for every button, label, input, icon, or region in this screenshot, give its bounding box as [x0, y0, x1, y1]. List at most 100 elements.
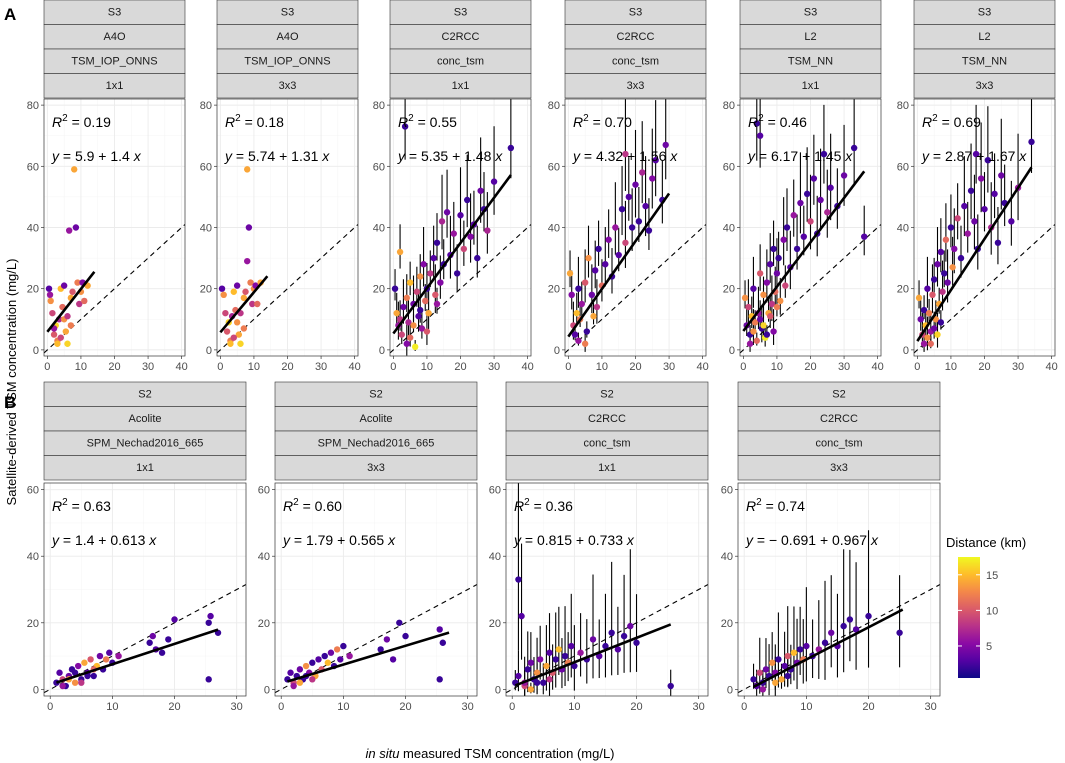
- r-squared-label: R2 = 0.19: [52, 113, 111, 130]
- data-point: [45, 285, 53, 292]
- data-point: [627, 622, 634, 630]
- x-tick-label: 10: [800, 701, 812, 713]
- data-point: [561, 652, 569, 660]
- facet-strip-label: S3: [281, 6, 294, 18]
- data-point: [635, 218, 643, 225]
- data-point: [924, 285, 931, 292]
- data-point: [84, 672, 91, 680]
- panels: S3 A4O TSM_IOP_ONNS 1x1 R2 = 0.19 y = 5.9 + 1…: [27, 0, 1058, 713]
- facet-panel: S3 A4O TSM_IOP_ONNS 1x1 R2 = 0.19 y = 5.9 + 1…: [27, 0, 188, 373]
- data-point: [593, 303, 601, 311]
- data-point: [423, 328, 431, 335]
- data-point: [783, 224, 791, 231]
- facet-strip: [505, 381, 709, 407]
- x-tick-label: 40: [522, 361, 534, 373]
- y-tick-label: 20: [27, 618, 39, 630]
- data-point: [780, 236, 787, 243]
- facet-strip-label: SPM_Nechad2016_665: [87, 437, 204, 449]
- x-tick-label: 10: [421, 361, 433, 373]
- x-tick-label: 0: [565, 361, 571, 373]
- x-tick-label: 20: [630, 701, 642, 713]
- facet-strip-label: SPM_Nechad2016_665: [318, 437, 435, 449]
- data-point: [615, 251, 622, 259]
- facet-strip-label: 3x3: [367, 462, 385, 474]
- data-point: [767, 313, 774, 320]
- facet-strip-label: A4O: [276, 31, 298, 43]
- x-tick-label: 30: [315, 361, 327, 373]
- data-point: [589, 636, 597, 643]
- facet-panel: S2 Acolite SPM_Nechad2016_665 3x3 R2 = 0.60 y…: [258, 381, 478, 713]
- x-tick-label: 10: [337, 701, 349, 713]
- facet-strip-label: TSM_NN: [962, 55, 1007, 67]
- x-tick-label: 20: [281, 361, 293, 373]
- data-point: [592, 267, 599, 274]
- data-point: [763, 279, 771, 286]
- facet-strip: [739, 24, 882, 50]
- equation-label: y = 2.87 + 1.67 x: [921, 148, 1027, 164]
- regression-line: [219, 275, 269, 334]
- equation-label: y = 1.4 + 0.613 x: [51, 532, 157, 548]
- regression-line: [742, 170, 866, 332]
- plot-content: [275, 483, 477, 696]
- data-point: [920, 340, 928, 347]
- data-point: [102, 656, 110, 663]
- data-point: [581, 279, 589, 286]
- data-point: [247, 279, 254, 286]
- r-squared-label: R2 = 0.60: [283, 497, 342, 514]
- equation-label: y = 5.74 + 1.31 x: [224, 148, 330, 164]
- data-point: [245, 224, 253, 231]
- data-point: [220, 291, 227, 299]
- y-tick-label: 60: [373, 161, 385, 173]
- data-point: [937, 319, 945, 326]
- y-tick-label: 80: [200, 100, 212, 112]
- data-point: [422, 297, 429, 305]
- data-point: [171, 616, 178, 623]
- data-point: [393, 309, 400, 317]
- y-tick-label: 80: [373, 100, 385, 112]
- data-point: [662, 141, 669, 149]
- x-tick-label: 20: [108, 361, 120, 373]
- x-tick-label: 20: [629, 361, 641, 373]
- y-tick-label: 20: [723, 284, 735, 296]
- facet-strip-label: 3x3: [976, 80, 994, 92]
- data-point: [244, 166, 251, 173]
- facet-strip-label: TSM_IOP_ONNS: [71, 55, 157, 67]
- x-tick-label: 0: [278, 701, 284, 713]
- facet-strip: [43, 455, 247, 481]
- data-point: [571, 662, 578, 670]
- data-point: [71, 679, 79, 686]
- data-point: [588, 291, 596, 299]
- x-tick-label: 30: [1012, 361, 1024, 373]
- x-tick-label: 30: [231, 701, 243, 713]
- data-point: [951, 245, 958, 253]
- facet-strip-label: L2: [804, 31, 816, 43]
- data-point: [790, 649, 798, 656]
- data-point: [546, 676, 553, 683]
- facet-strip: [564, 73, 707, 99]
- plot-content: [738, 483, 940, 696]
- data-point: [602, 261, 609, 268]
- one-to-one-line: [217, 224, 358, 354]
- data-point: [750, 328, 757, 335]
- data-point: [432, 291, 439, 299]
- data-point: [767, 261, 774, 268]
- data-point: [934, 331, 941, 338]
- y-tick-label: 0: [379, 345, 385, 357]
- y-tick-label: 40: [27, 223, 39, 235]
- x-tick-label: 10: [248, 361, 260, 373]
- data-point: [927, 340, 934, 347]
- data-point: [998, 172, 1005, 179]
- equation-label: y = − 0.691 + 0.967 x: [745, 532, 879, 548]
- facet-strip: [564, 0, 707, 25]
- facet-strip: [43, 406, 247, 432]
- x-tick-label: 0: [44, 361, 50, 373]
- facet-panel: S3 L2 TSM_NN 1x1 R2 = 0.46 y = 6.17 + 1.45 x 0…: [723, 0, 884, 373]
- data-point: [824, 209, 831, 216]
- data-point: [57, 334, 64, 341]
- plot-content: [390, 99, 531, 356]
- data-point: [396, 248, 404, 256]
- facet-strip-label: conc_tsm: [815, 437, 862, 449]
- plot-content: [44, 99, 185, 356]
- data-point: [396, 619, 403, 626]
- x-tick-label: 0: [390, 361, 396, 373]
